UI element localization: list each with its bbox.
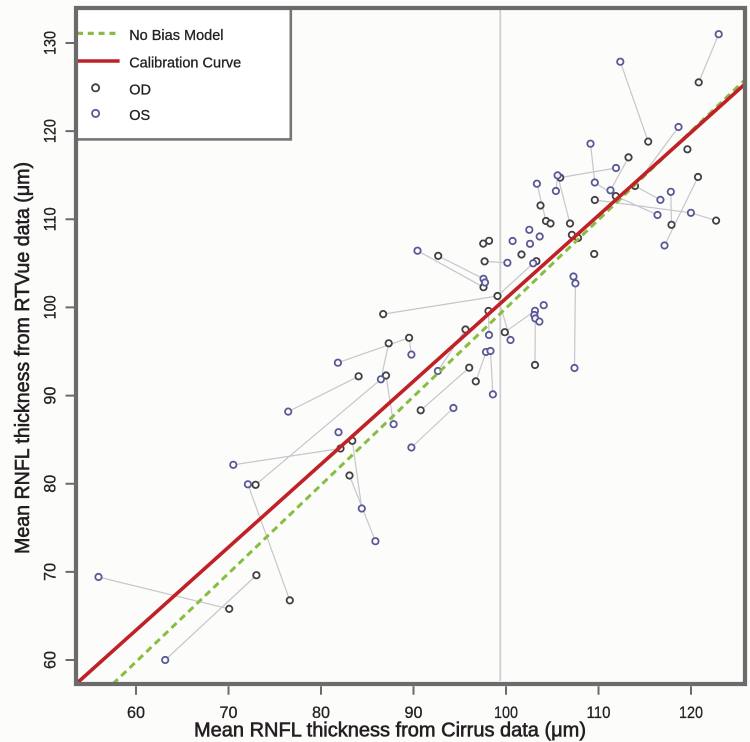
svg-text:OD: OD xyxy=(129,82,151,98)
svg-text:110: 110 xyxy=(587,704,611,722)
svg-text:130: 130 xyxy=(42,31,60,55)
svg-text:60: 60 xyxy=(127,704,145,722)
svg-text:90: 90 xyxy=(405,704,423,722)
svg-text:OS: OS xyxy=(129,108,150,124)
svg-text:Mean RNFL thickness from RTVue: Mean RNFL thickness from RTVue data (μm) xyxy=(12,162,34,554)
svg-text:80: 80 xyxy=(312,704,330,722)
svg-text:100: 100 xyxy=(494,704,518,722)
svg-text:Calibration Curve: Calibration Curve xyxy=(129,56,241,72)
svg-text:100: 100 xyxy=(42,295,60,319)
svg-text:No Bias Model: No Bias Model xyxy=(129,28,223,44)
svg-text:Mean RNFL thickness from Cirru: Mean RNFL thickness from Cirrus data (μm… xyxy=(194,720,586,742)
svg-text:120: 120 xyxy=(42,119,60,143)
svg-text:120: 120 xyxy=(679,704,703,722)
svg-text:110: 110 xyxy=(42,207,60,231)
svg-text:80: 80 xyxy=(42,475,60,493)
svg-text:60: 60 xyxy=(42,651,60,669)
svg-text:70: 70 xyxy=(42,563,60,581)
svg-text:90: 90 xyxy=(42,387,60,405)
svg-text:70: 70 xyxy=(220,704,238,722)
